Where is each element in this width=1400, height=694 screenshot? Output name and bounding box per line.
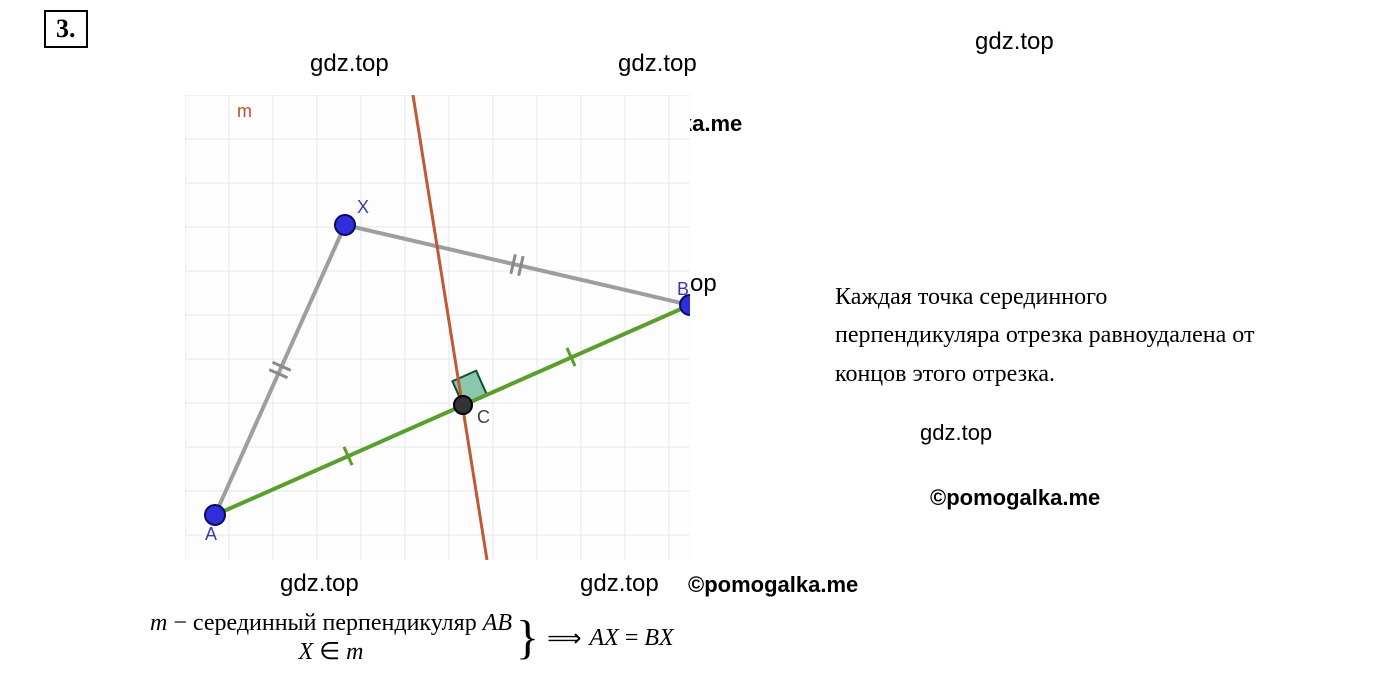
watermark-gdz: gdz.top bbox=[920, 420, 992, 446]
formula-result: AX = BX bbox=[589, 625, 673, 652]
text-perp: − серединный перпендикуляр bbox=[167, 610, 482, 636]
watermark-gdz: gdz.top bbox=[618, 50, 697, 78]
geometry-diagram: m X A B C bbox=[185, 95, 690, 560]
watermark-gdz: gdz.top bbox=[310, 50, 389, 78]
curly-brace-icon: } bbox=[516, 616, 539, 659]
implies-symbol: ⟹ bbox=[547, 624, 581, 653]
point-A bbox=[205, 505, 225, 525]
formula-block: m − серединный перпендикуляр AB X ∈ m } … bbox=[150, 610, 674, 666]
in-symbol: ∈ bbox=[313, 639, 346, 665]
theorem-text: Каждая точка серединного перпендикуляра … bbox=[835, 278, 1255, 393]
label-X: X bbox=[357, 197, 369, 217]
problem-number-text: 3. bbox=[56, 14, 76, 43]
watermark-pomogalka: ©pomogalka.me bbox=[930, 485, 1100, 511]
var-m: m bbox=[150, 610, 167, 636]
var-AX: AX bbox=[589, 625, 618, 651]
watermark-pomogalka: ©pomogalka.me bbox=[688, 572, 858, 598]
var-X: X bbox=[299, 639, 314, 665]
var-AB: AB bbox=[483, 610, 512, 636]
label-C: C bbox=[477, 407, 490, 427]
point-C bbox=[454, 396, 472, 414]
var-BX: BX bbox=[644, 625, 673, 651]
watermark-gdz: gdz.top bbox=[975, 28, 1054, 56]
label-m: m bbox=[237, 101, 252, 121]
formula-line2: X ∈ m bbox=[150, 637, 512, 666]
diagram-svg: m X A B C bbox=[185, 95, 690, 560]
eq-symbol: = bbox=[619, 625, 645, 651]
formula-line1: m − серединный перпендикуляр AB bbox=[150, 610, 512, 637]
watermark-gdz: gdz.top bbox=[280, 570, 359, 598]
label-A: A bbox=[205, 524, 217, 544]
problem-number: 3. bbox=[44, 10, 88, 48]
grid bbox=[185, 95, 690, 560]
watermark-gdz: gdz.top bbox=[580, 570, 659, 598]
label-B: B bbox=[677, 279, 689, 299]
var-m2: m bbox=[346, 639, 363, 665]
point-X bbox=[335, 215, 355, 235]
